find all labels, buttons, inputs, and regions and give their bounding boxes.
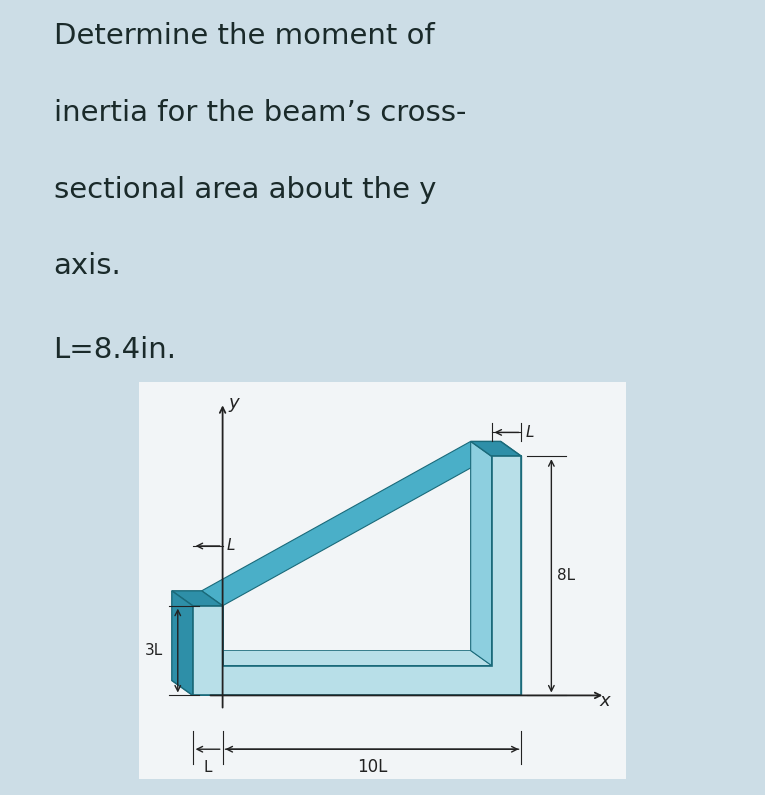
Text: axis.: axis.	[54, 252, 122, 281]
Polygon shape	[172, 591, 223, 606]
Polygon shape	[193, 456, 522, 696]
Polygon shape	[172, 591, 193, 696]
Text: 3L: 3L	[145, 643, 163, 658]
Text: inertia for the beam’s cross-: inertia for the beam’s cross-	[54, 99, 466, 126]
FancyBboxPatch shape	[139, 382, 626, 779]
Text: 8L: 8L	[558, 568, 575, 584]
Text: x: x	[599, 692, 610, 710]
Text: y: y	[229, 394, 239, 413]
Text: L: L	[203, 760, 212, 774]
Polygon shape	[202, 650, 492, 665]
Polygon shape	[202, 441, 492, 606]
Text: L: L	[526, 425, 535, 440]
Polygon shape	[193, 456, 522, 696]
Text: L: L	[227, 538, 236, 553]
Text: 10L: 10L	[356, 758, 387, 776]
Polygon shape	[500, 441, 522, 696]
Polygon shape	[470, 441, 492, 665]
Text: sectional area about the y: sectional area about the y	[54, 176, 436, 204]
Polygon shape	[172, 681, 522, 696]
Polygon shape	[470, 441, 522, 456]
Text: L=8.4in.: L=8.4in.	[54, 336, 177, 364]
Text: Determine the moment of: Determine the moment of	[54, 22, 435, 50]
